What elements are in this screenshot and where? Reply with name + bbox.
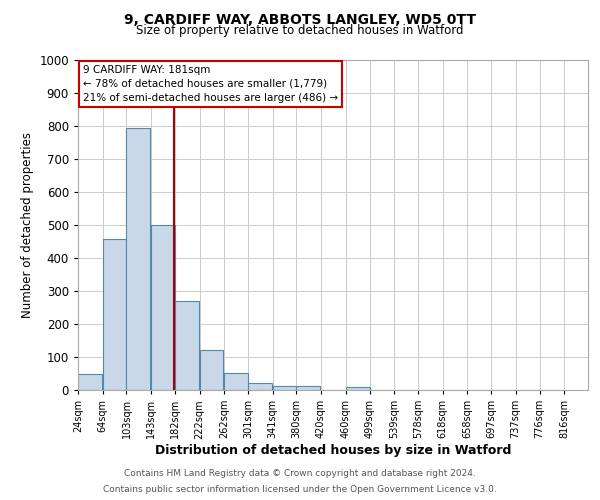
Bar xyxy=(200,350,223,390)
X-axis label: Distribution of detached houses by size in Watford: Distribution of detached houses by size … xyxy=(155,444,511,457)
Bar xyxy=(346,388,370,390)
Bar xyxy=(151,225,175,390)
Bar xyxy=(296,386,320,390)
Bar xyxy=(175,300,199,390)
Bar xyxy=(127,128,151,390)
Bar xyxy=(224,372,248,390)
Bar xyxy=(272,386,296,390)
Y-axis label: Number of detached properties: Number of detached properties xyxy=(21,132,34,318)
Text: 9 CARDIFF WAY: 181sqm
← 78% of detached houses are smaller (1,779)
21% of semi-d: 9 CARDIFF WAY: 181sqm ← 78% of detached … xyxy=(83,65,338,103)
Bar xyxy=(78,374,102,390)
Text: Size of property relative to detached houses in Watford: Size of property relative to detached ho… xyxy=(136,24,464,37)
Text: 9, CARDIFF WAY, ABBOTS LANGLEY, WD5 0TT: 9, CARDIFF WAY, ABBOTS LANGLEY, WD5 0TT xyxy=(124,12,476,26)
Text: Contains public sector information licensed under the Open Government Licence v3: Contains public sector information licen… xyxy=(103,485,497,494)
Bar xyxy=(103,239,127,390)
Text: Contains HM Land Registry data © Crown copyright and database right 2024.: Contains HM Land Registry data © Crown c… xyxy=(124,468,476,477)
Bar xyxy=(248,382,272,390)
